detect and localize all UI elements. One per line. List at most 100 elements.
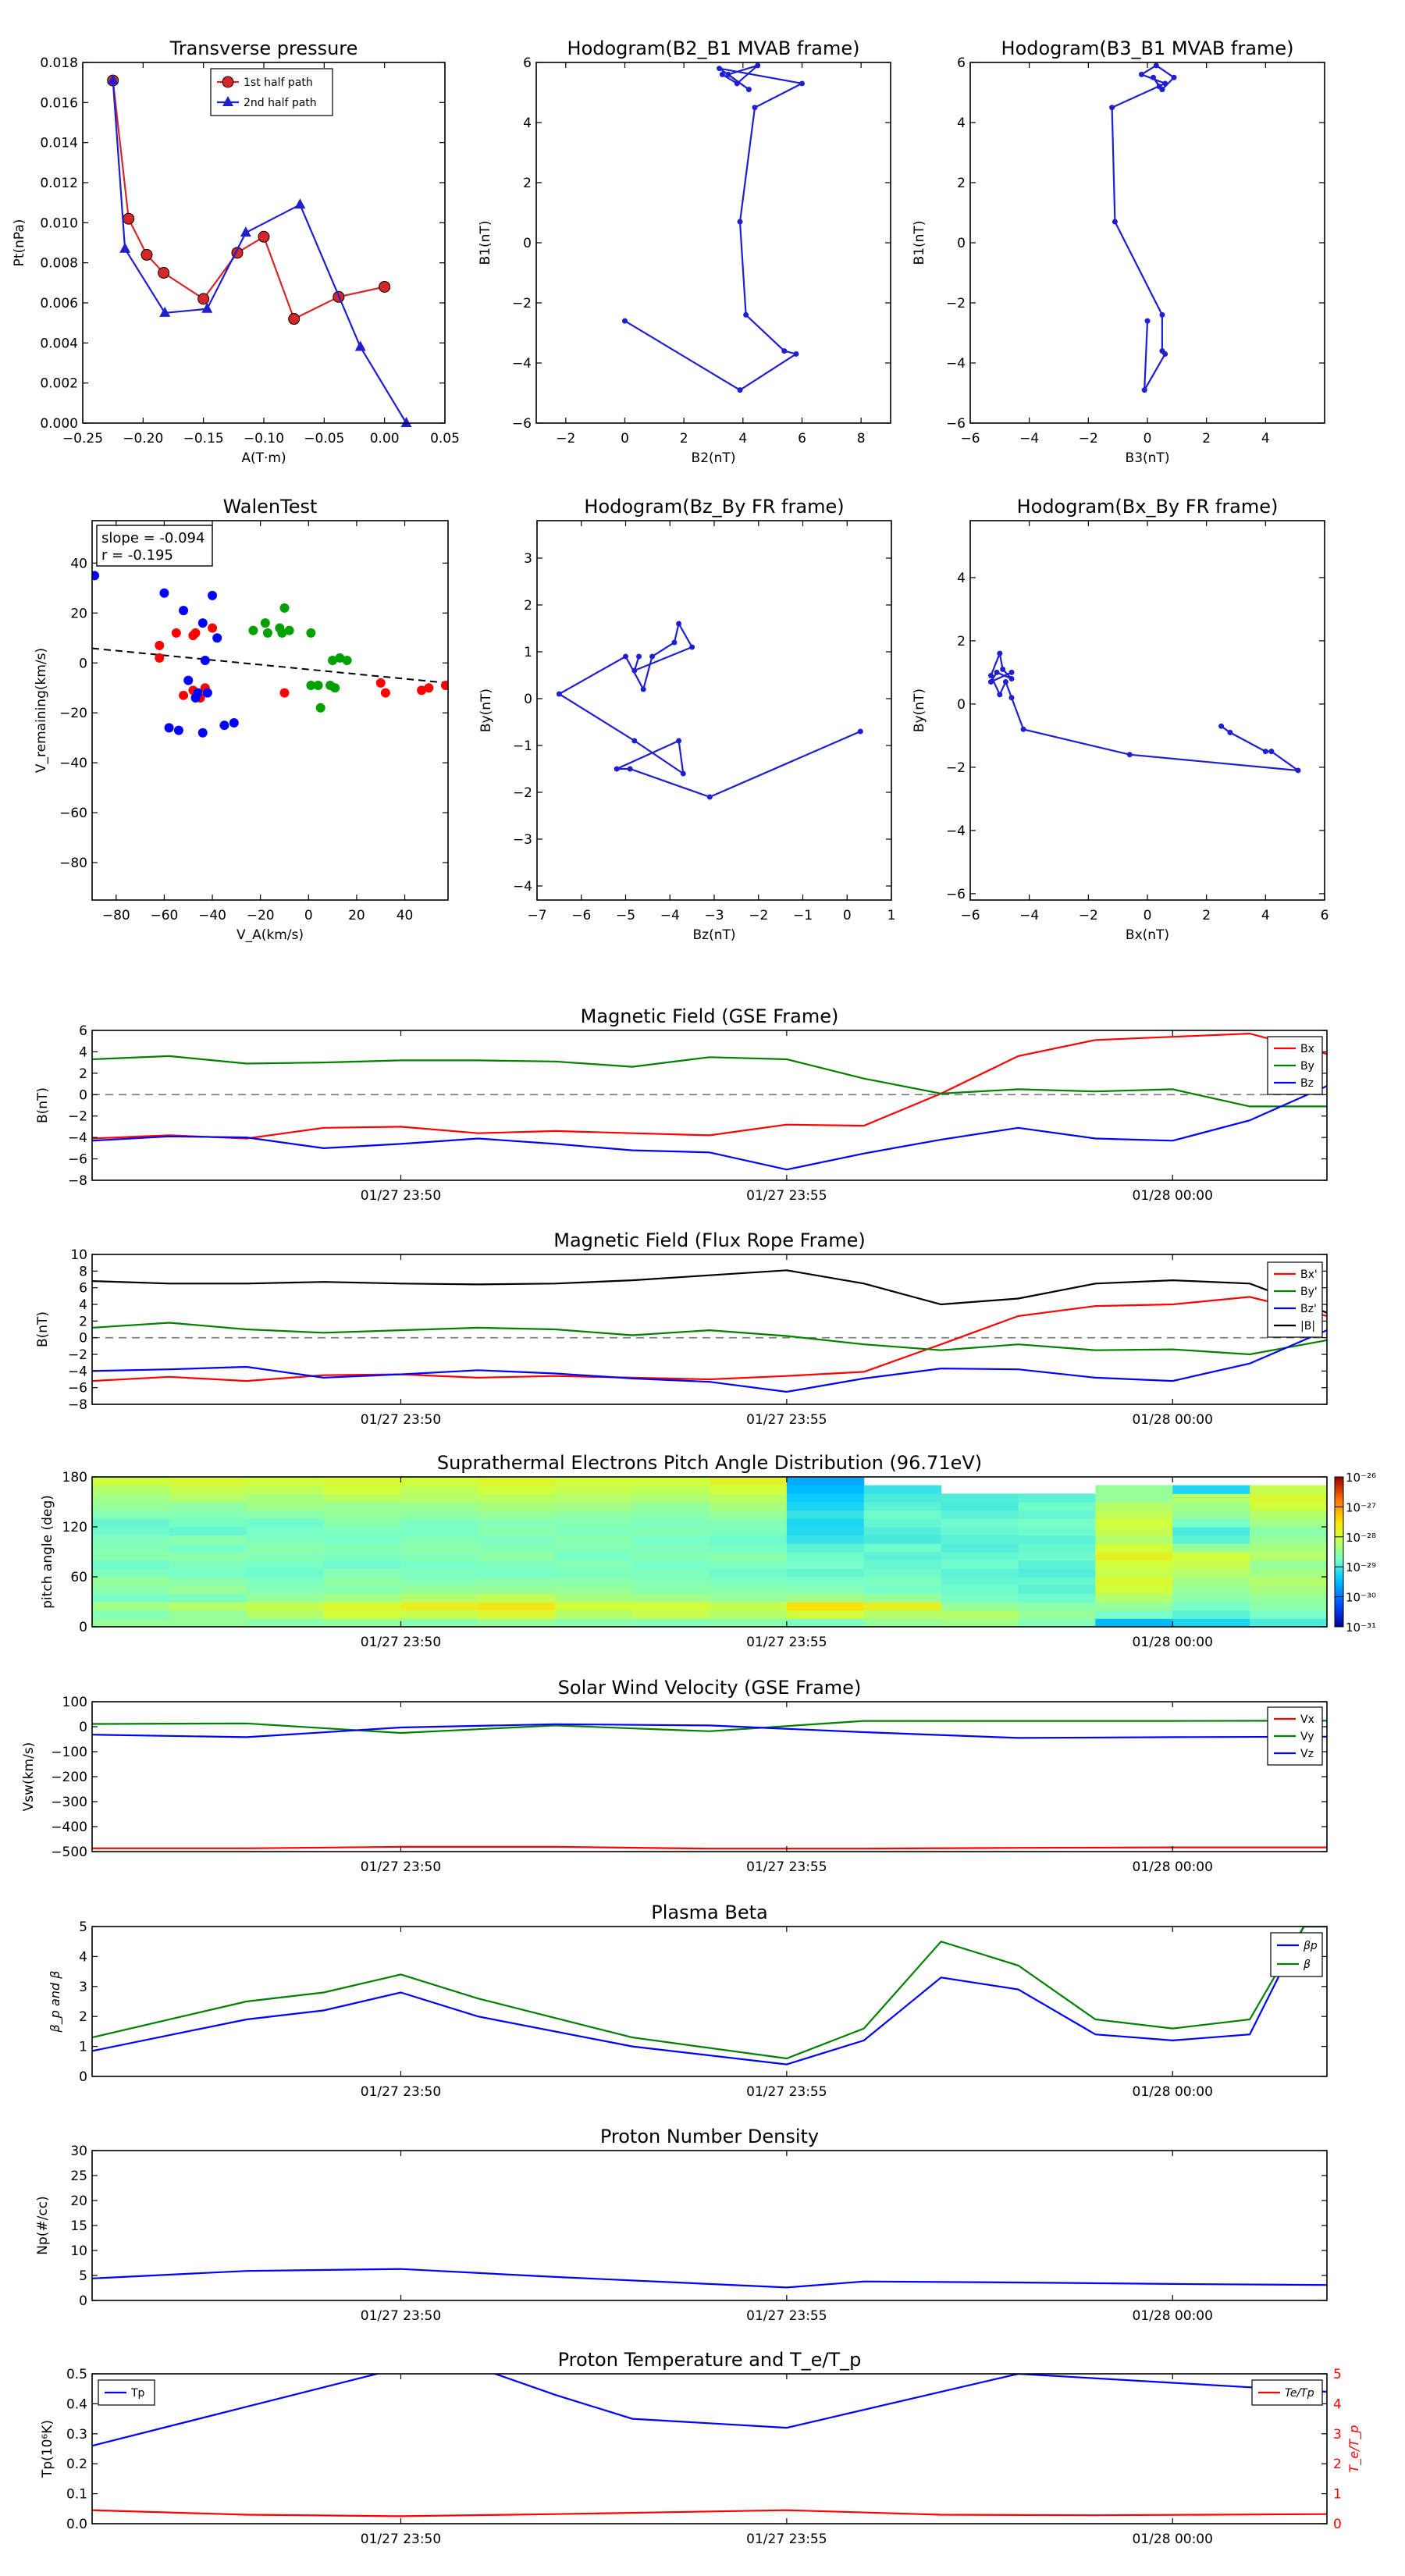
pad-cell (400, 1568, 478, 1578)
pad-cell (632, 1502, 710, 1511)
sw-ytick-label: −100 (51, 1745, 87, 1760)
mfr-ytick-label: 6 (79, 1281, 87, 1297)
pad-cell (1250, 1518, 1328, 1528)
pt-ylabel2: T_e/T_p (1346, 2425, 1362, 2473)
pt-ytick2-label: 5 (1333, 2367, 1342, 2382)
pt-legend-label: Tp (130, 2387, 145, 2400)
pad-colorbar (1334, 1476, 1344, 1628)
wt-red-point (424, 683, 434, 693)
pad-cell (632, 1618, 710, 1628)
tp-1st-half-path-point (140, 248, 153, 261)
wt-green-point (328, 656, 338, 666)
pad-cell (1172, 1552, 1250, 1561)
pad-cell (323, 1543, 401, 1553)
pad-cell (555, 1577, 633, 1586)
pnd-xtick-label: 01/28 00:00 (1133, 2308, 1213, 2324)
pad-cell (169, 1485, 247, 1494)
h4-ylabel: By(nT) (912, 688, 927, 732)
wt-ytick-label: 20 (70, 606, 87, 621)
pad-cell (1172, 1568, 1250, 1578)
wt-red-point (190, 628, 201, 638)
pad-cell (941, 1493, 1019, 1503)
h4-path-point (1000, 666, 1006, 672)
pad-cell (863, 1560, 942, 1569)
pad-cell (1250, 1560, 1328, 1569)
pad-cell (1018, 1493, 1096, 1503)
sw-xtick-label: 01/27 23:55 (746, 1859, 827, 1875)
pad-cell (169, 1510, 247, 1519)
wt-green-point (330, 683, 340, 693)
pb-ytick-label: 0 (79, 2069, 87, 2085)
sw-ytick-label: −500 (51, 1845, 87, 1860)
pad-cell (863, 1618, 942, 1628)
h4-path-point (1268, 749, 1275, 755)
pad-colorbar-label: 10⁻²⁶ (1346, 1471, 1376, 1485)
pad-cell (400, 1485, 478, 1494)
pad-colorbar-label: 10⁻³⁰ (1346, 1591, 1376, 1605)
h2-ytick-label: 4 (957, 116, 966, 131)
pad-cell (1172, 1610, 1250, 1619)
wt-green-point (342, 656, 352, 666)
pt-ytick-label: 0.2 (66, 2457, 87, 2472)
h1-xtick-label: 4 (738, 431, 747, 447)
pad-cell (1172, 1618, 1250, 1628)
pad-cell (555, 1560, 633, 1569)
tp-ytick-label: 0.008 (40, 256, 78, 272)
pad-cell (169, 1560, 247, 1569)
pt-tp-line (92, 2374, 1327, 2447)
pad-cell (323, 1618, 401, 1628)
pad-cell (1018, 1568, 1096, 1578)
pad-cell (323, 1493, 401, 1503)
pad-cell (1095, 1618, 1173, 1628)
mfr-ytick-label: 4 (79, 1297, 87, 1313)
pad-cell (555, 1510, 633, 1519)
sw-xtick-label: 01/27 23:50 (361, 1859, 441, 1875)
pad-cell (863, 1493, 942, 1503)
pad-cell (246, 1485, 325, 1494)
h3-path-point (706, 794, 713, 800)
pad-cell (1018, 1510, 1096, 1519)
pad-cell (323, 1477, 401, 1486)
h3-ytick-label: −3 (513, 832, 532, 848)
h1-path-point (793, 350, 799, 357)
pad-cell (323, 1610, 401, 1619)
pad-cell (941, 1518, 1019, 1528)
wt-green-point (335, 653, 345, 663)
wt-annotation-box (96, 525, 213, 567)
pad-cell (555, 1552, 633, 1561)
h1-path-point (717, 66, 723, 72)
tp-xtick-label: −0.15 (183, 431, 224, 447)
pad-cell (246, 1493, 325, 1503)
h2-xtick-label: −2 (1079, 431, 1098, 447)
pad-cell (941, 1602, 1019, 1611)
pad-cell (1172, 1593, 1250, 1603)
pad-cell (632, 1477, 710, 1486)
pb-ytick-label: 2 (79, 2009, 87, 2025)
mf-ytick-label: 2 (79, 1066, 87, 1082)
h4-path-point (1227, 729, 1233, 735)
h1-ytick-label: −6 (512, 416, 532, 432)
pad-cell (786, 1602, 865, 1611)
pad-cell (1095, 1602, 1173, 1611)
h3-xtick-label: −4 (660, 908, 680, 923)
pad-cell (1172, 1543, 1250, 1553)
pad-cell (1250, 1543, 1328, 1553)
pt-ytick-label: 0.4 (66, 2396, 87, 2412)
h4-path-point (1126, 752, 1133, 758)
pad-cell (323, 1535, 401, 1544)
pad-cell (1095, 1502, 1173, 1511)
pad-cell (400, 1535, 478, 1544)
h2-frame (969, 62, 1325, 424)
pb-ytick-label: 1 (79, 2040, 87, 2055)
pb-xtick-label: 01/28 00:00 (1133, 2084, 1213, 2100)
pad-cell (555, 1602, 633, 1611)
h3-path-point (623, 653, 628, 660)
wt-blue-point (183, 675, 194, 685)
h4-path-point (1218, 723, 1225, 729)
pad-cell (246, 1535, 325, 1544)
pad-cell (169, 1477, 247, 1486)
h1-path-point (737, 219, 743, 225)
h2-ylabel: B1(nT) (912, 221, 927, 265)
h3-path-point (640, 686, 646, 692)
h3-xtick-label: −6 (571, 908, 591, 923)
